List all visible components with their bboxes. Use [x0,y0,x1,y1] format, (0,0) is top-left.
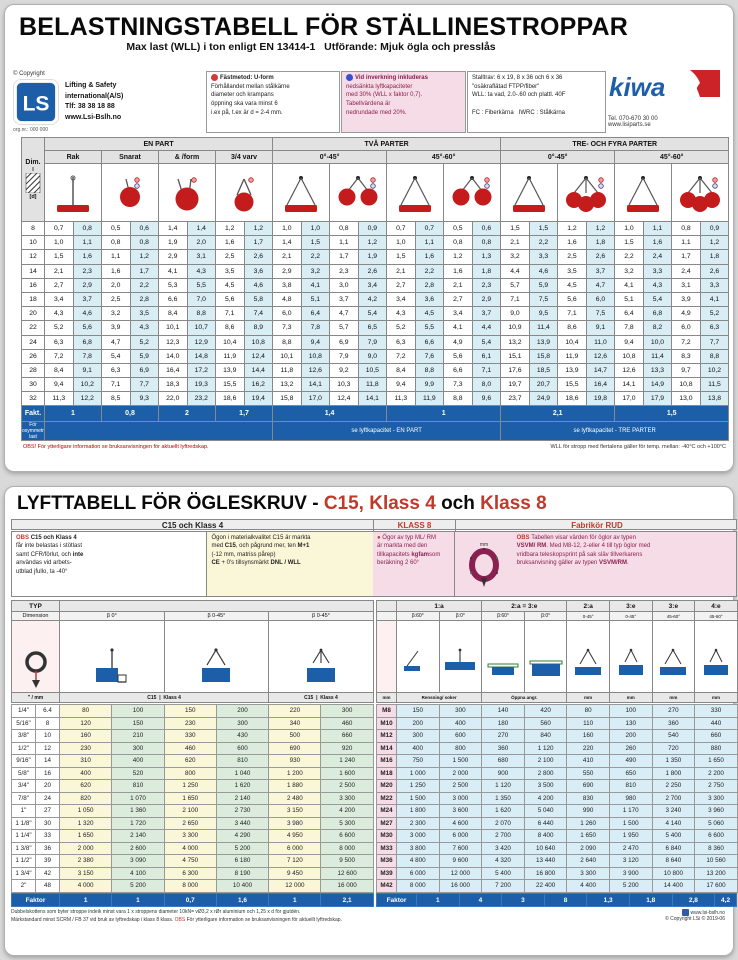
svg-text:kiwa: kiwa [609,72,665,102]
svg-text:LS: LS [23,93,50,116]
svg-text:mm: mm [480,542,488,548]
